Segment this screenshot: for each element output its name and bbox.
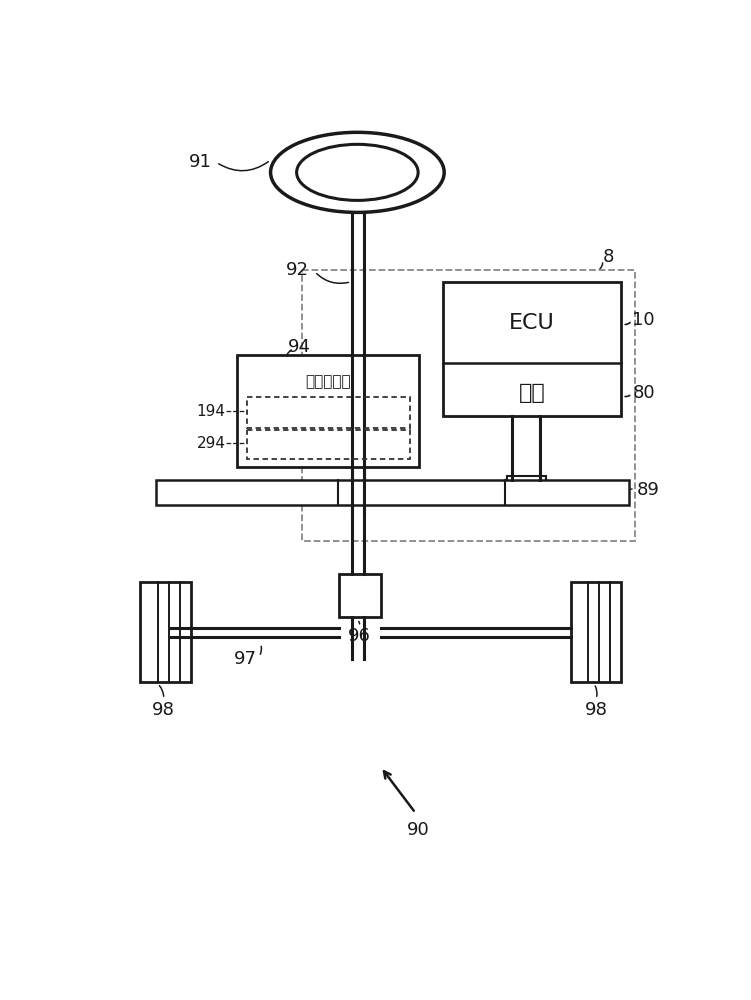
Text: 294: 294 (197, 436, 225, 451)
Text: 8: 8 (602, 248, 614, 266)
Text: 92: 92 (286, 261, 309, 279)
Bar (507, 476, 546, 497)
Text: 96: 96 (348, 627, 371, 645)
Text: 98: 98 (584, 701, 608, 719)
Text: 10: 10 (632, 311, 655, 329)
Text: 97: 97 (234, 650, 257, 668)
Text: 194: 194 (197, 404, 225, 419)
Text: ECU: ECU (509, 313, 555, 333)
Text: 94: 94 (288, 338, 311, 356)
Ellipse shape (297, 144, 418, 200)
Text: 转矩传感器: 转矩传感器 (305, 374, 351, 389)
Bar (237, 355, 419, 466)
Bar (156, 480, 629, 505)
Text: 91: 91 (189, 153, 212, 171)
Ellipse shape (270, 132, 444, 212)
Text: 90: 90 (406, 821, 430, 839)
Bar (571, 582, 621, 682)
Bar (247, 397, 410, 428)
Bar (302, 270, 635, 541)
Text: 89: 89 (636, 481, 659, 499)
Bar (247, 430, 410, 459)
Text: 马达: 马达 (518, 383, 545, 403)
Text: 80: 80 (632, 384, 655, 402)
Text: 98: 98 (152, 701, 175, 719)
Bar (442, 282, 621, 416)
Bar (339, 574, 382, 617)
Bar (140, 582, 191, 682)
